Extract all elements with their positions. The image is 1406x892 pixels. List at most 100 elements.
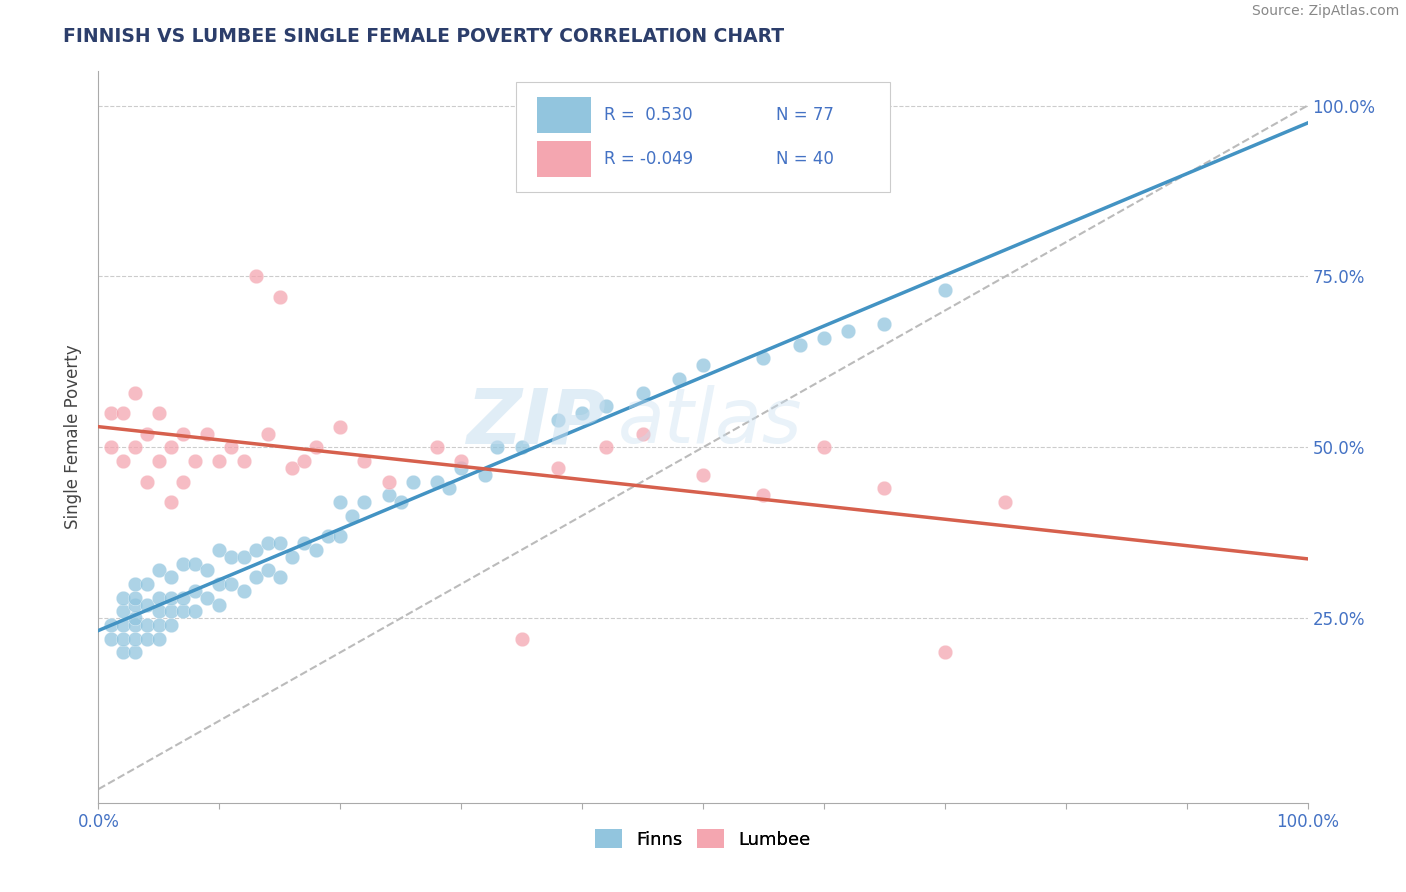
Point — [172, 426, 194, 441]
Text: atlas: atlas — [619, 385, 803, 459]
Point — [100, 632, 122, 646]
Point — [256, 536, 278, 550]
Point — [111, 645, 134, 659]
Point — [813, 440, 835, 454]
Point — [353, 454, 375, 468]
Point — [111, 591, 134, 605]
Point — [124, 577, 146, 591]
Point — [232, 454, 254, 468]
Point — [184, 604, 207, 618]
Point — [160, 440, 183, 454]
Point — [329, 529, 352, 543]
Point — [486, 440, 509, 454]
Point — [184, 454, 207, 468]
Text: N = 40: N = 40 — [776, 150, 834, 168]
FancyBboxPatch shape — [537, 97, 591, 133]
Point — [510, 440, 533, 454]
Point — [100, 440, 122, 454]
Text: R =  0.530: R = 0.530 — [603, 106, 693, 124]
Point — [160, 591, 183, 605]
Point — [269, 536, 291, 550]
Point — [571, 406, 593, 420]
Point — [281, 460, 304, 475]
Text: Source: ZipAtlas.com: Source: ZipAtlas.com — [1251, 4, 1399, 19]
Text: ZIP: ZIP — [467, 385, 606, 459]
Point — [148, 632, 170, 646]
Point — [208, 454, 231, 468]
Point — [595, 400, 617, 414]
Point — [245, 570, 267, 584]
Point — [752, 351, 775, 366]
Point — [631, 426, 654, 441]
Point — [160, 604, 183, 618]
Point — [547, 413, 569, 427]
Point — [426, 440, 449, 454]
Point — [124, 598, 146, 612]
Point — [160, 570, 183, 584]
Point — [256, 563, 278, 577]
Point — [111, 406, 134, 420]
Point — [135, 598, 157, 612]
Point — [245, 542, 267, 557]
Point — [111, 618, 134, 632]
Point — [389, 495, 412, 509]
Point — [135, 577, 157, 591]
Point — [789, 338, 811, 352]
Point — [450, 454, 472, 468]
Point — [305, 440, 328, 454]
Point — [111, 604, 134, 618]
Point — [547, 460, 569, 475]
Point — [195, 426, 218, 441]
Point — [692, 467, 714, 482]
Point — [292, 454, 315, 468]
Legend: Finns, Lumbee: Finns, Lumbee — [588, 822, 818, 856]
Text: FINNISH VS LUMBEE SINGLE FEMALE POVERTY CORRELATION CHART: FINNISH VS LUMBEE SINGLE FEMALE POVERTY … — [63, 27, 785, 45]
Point — [124, 618, 146, 632]
Point — [752, 488, 775, 502]
Point — [124, 611, 146, 625]
Point — [160, 495, 183, 509]
Point — [208, 598, 231, 612]
Point — [329, 495, 352, 509]
Point — [124, 645, 146, 659]
Point — [813, 331, 835, 345]
Point — [100, 406, 122, 420]
Text: R = -0.049: R = -0.049 — [603, 150, 693, 168]
Text: N = 77: N = 77 — [776, 106, 834, 124]
Point — [135, 475, 157, 489]
Point — [184, 583, 207, 598]
Point — [316, 529, 339, 543]
FancyBboxPatch shape — [516, 82, 890, 192]
Point — [994, 495, 1017, 509]
Point — [172, 604, 194, 618]
Point — [111, 632, 134, 646]
Point — [281, 549, 304, 564]
Point — [474, 467, 496, 482]
Point — [148, 406, 170, 420]
Point — [402, 475, 425, 489]
Point — [111, 454, 134, 468]
Point — [437, 481, 460, 495]
Point — [668, 372, 690, 386]
Point — [124, 591, 146, 605]
Point — [172, 591, 194, 605]
Point — [195, 591, 218, 605]
Point — [172, 557, 194, 571]
Point — [221, 440, 243, 454]
Point — [510, 632, 533, 646]
Point — [837, 324, 859, 338]
Point — [631, 385, 654, 400]
Point — [124, 385, 146, 400]
Point — [135, 618, 157, 632]
Point — [232, 549, 254, 564]
Point — [426, 475, 449, 489]
Point — [148, 563, 170, 577]
Point — [377, 488, 399, 502]
Point — [292, 536, 315, 550]
Point — [245, 269, 267, 284]
Point — [595, 440, 617, 454]
Point — [172, 475, 194, 489]
Point — [329, 420, 352, 434]
Point — [124, 440, 146, 454]
Point — [342, 508, 364, 523]
